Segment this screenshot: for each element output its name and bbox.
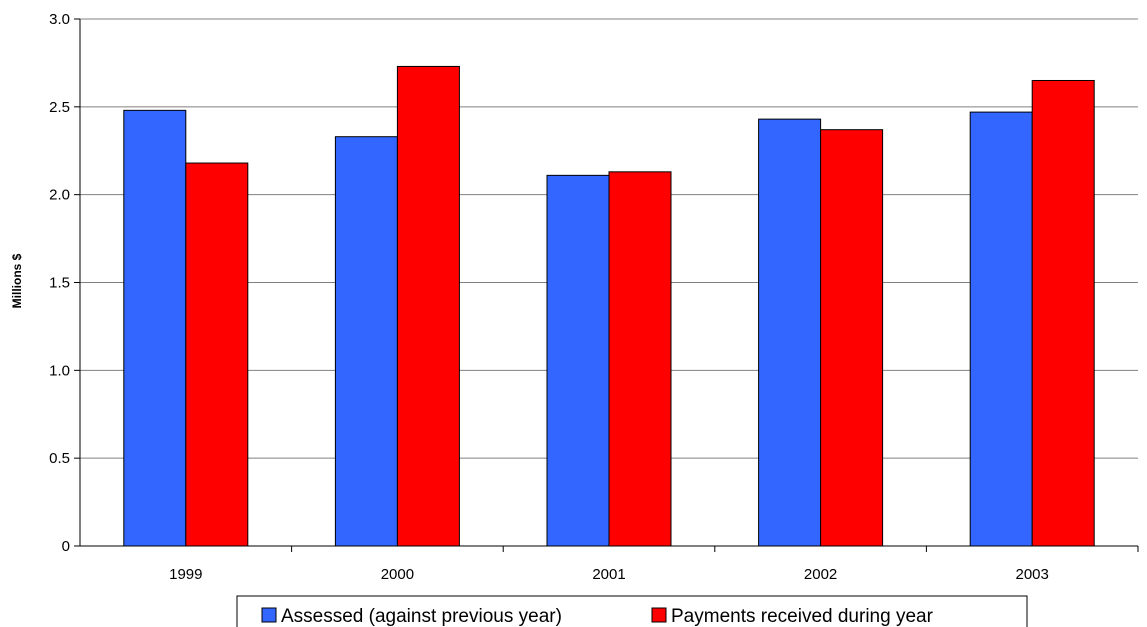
- y-tick-label: 1.5: [49, 275, 70, 292]
- x-tick-label: 2002: [804, 566, 837, 583]
- x-tick-labels: 1999 2000 2001 2002 2003: [169, 566, 1049, 583]
- bar-payments-2001: [608, 171, 672, 547]
- bar-assessed-2001: [546, 174, 610, 547]
- y-tick-label: 2.0: [49, 187, 70, 204]
- y-tick-label: 3.0: [49, 11, 70, 28]
- legend: Assessed (against previous year) Payments…: [236, 595, 1028, 627]
- bar-assessed-1999: [123, 109, 187, 547]
- x-tick-label: 2000: [381, 566, 414, 583]
- bar-assessed-2002: [758, 118, 822, 547]
- axes: [74, 18, 1139, 552]
- bar-payments-2002: [820, 129, 884, 547]
- legend-swatch: [651, 607, 667, 623]
- bars: [123, 65, 1095, 547]
- x-tick-label: 2001: [592, 566, 625, 583]
- bar-payments-2003: [1031, 79, 1095, 547]
- legend-label: Assessed (against previous year): [281, 606, 562, 627]
- y-axis-label: Millions $: [10, 253, 24, 308]
- legend-label: Payments received during year: [671, 606, 934, 627]
- x-tick-label: 1999: [169, 566, 202, 583]
- y-tick-label: 2.5: [49, 99, 70, 116]
- bar-assessed-2003: [969, 111, 1033, 547]
- y-tick-label: 1.0: [49, 362, 70, 379]
- legend-box: [236, 595, 1028, 627]
- y-tick-labels: 0 0.5 1.0 1.5 2.0 2.5 3.0: [49, 11, 70, 555]
- x-tick-label: 2003: [1016, 566, 1049, 583]
- y-tick-label: 0: [62, 538, 70, 555]
- y-tick-label: 0.5: [49, 450, 70, 467]
- legend-swatch: [261, 607, 277, 623]
- bar-assessed-2000: [334, 136, 398, 547]
- bar-payments-2000: [396, 65, 460, 547]
- bar-payments-1999: [185, 162, 249, 547]
